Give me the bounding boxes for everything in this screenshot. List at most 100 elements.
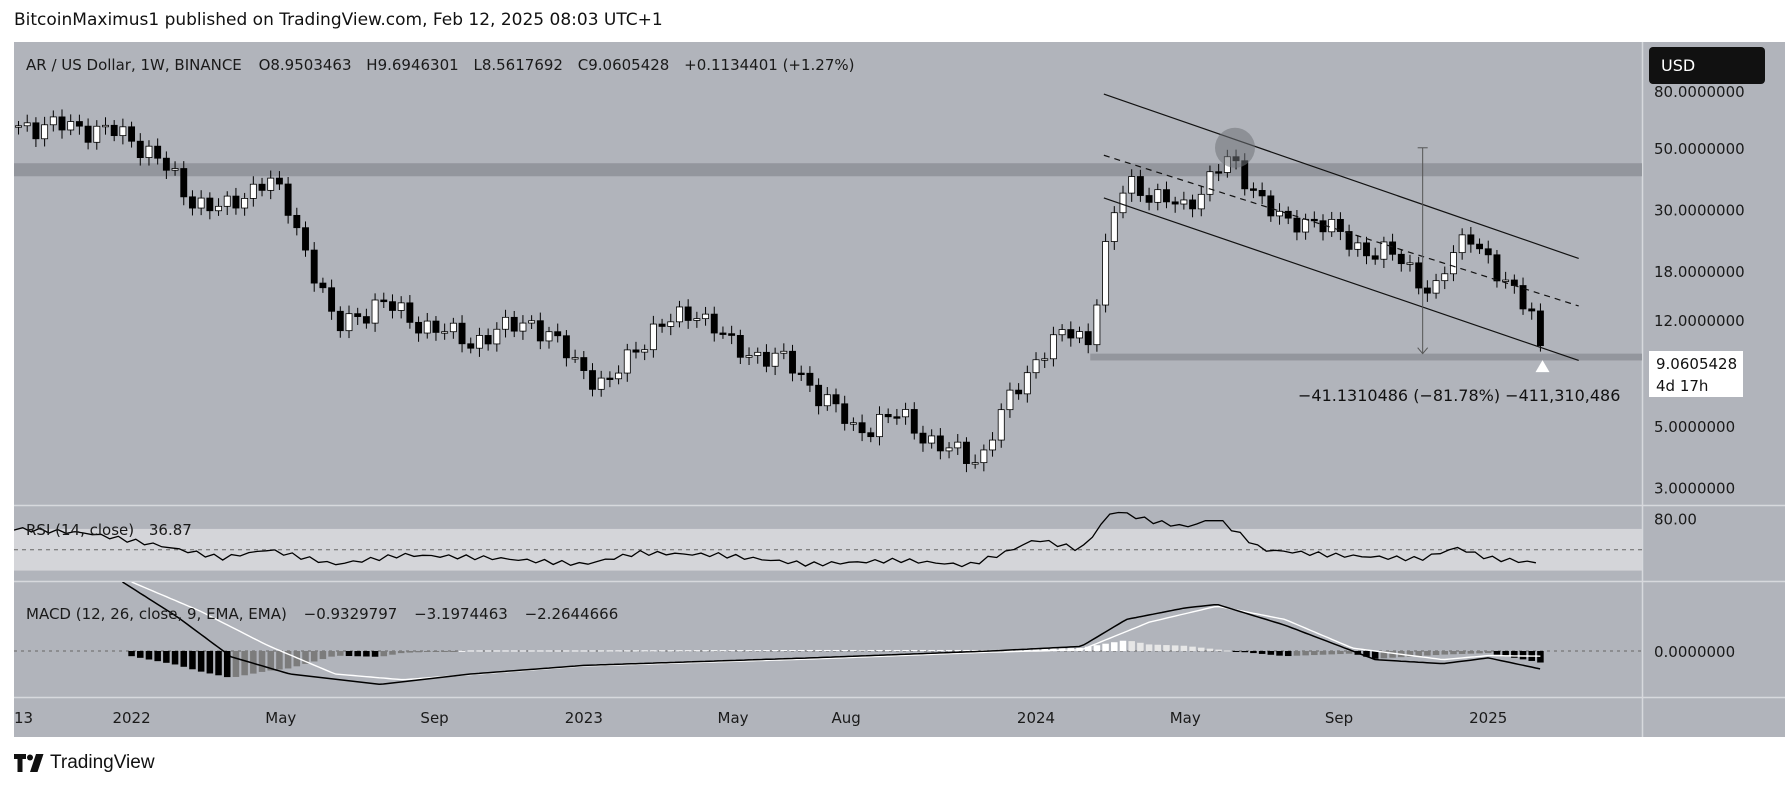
macd-histogram-bar [728, 650, 735, 652]
candle-down [762, 351, 770, 367]
last-price-value: 9.0605428 [1656, 355, 1737, 373]
time-axis-label: 2023 [565, 709, 603, 727]
macd-histogram-bar [1224, 650, 1231, 652]
macd-histogram-bar [328, 651, 335, 657]
candle-up [1049, 334, 1057, 360]
tradingview-brand-text: TradingView [50, 752, 155, 773]
price-axis-label: 80.0000000 [1654, 83, 1745, 101]
macd-histogram-bar [1111, 642, 1118, 651]
candle-down [275, 177, 283, 185]
macd-histogram-bar [1476, 651, 1483, 654]
candle-up [1197, 193, 1205, 210]
candle-down [136, 140, 144, 158]
macd-histogram-bar [1163, 645, 1170, 651]
macd-histogram-bar [1102, 643, 1109, 651]
candle-up [449, 322, 457, 333]
candle-down [789, 350, 796, 374]
candle-up [145, 145, 153, 158]
macd-histogram-bar [1093, 645, 1101, 651]
macd-histogram-bar [441, 651, 448, 652]
macd-histogram-bar [754, 650, 761, 652]
macd-histogram-bar [276, 651, 283, 670]
last-price-marker [1535, 360, 1550, 373]
macd-histogram-bar [1328, 651, 1335, 655]
macd-histogram-bar [258, 651, 266, 672]
candle-up [667, 321, 675, 327]
candle-down [1249, 188, 1257, 191]
high-label: H [366, 56, 377, 74]
candle-down [328, 287, 336, 312]
macd-histogram-bar [145, 651, 153, 660]
attribution-text: BitcoinMaximus1 published on TradingView… [14, 10, 663, 30]
currency-label: USD [1661, 56, 1695, 75]
macd-histogram-bar [397, 651, 405, 654]
candle-up [649, 323, 657, 351]
candle-down [1484, 248, 1492, 256]
open-label: O [259, 56, 271, 74]
candle-up [615, 372, 623, 380]
macd-histogram-bar [1154, 644, 1162, 651]
macd-histogram-bar [563, 650, 570, 652]
candle-down [84, 125, 92, 143]
candle-down [858, 422, 866, 434]
macd-histogram-bar [832, 649, 840, 651]
macd-histogram-bar [963, 649, 970, 651]
candle-up [223, 195, 231, 207]
macd-histogram-bar [1380, 651, 1388, 659]
candle-down [354, 313, 362, 317]
macd-histogram-bar [658, 650, 666, 652]
macd-histogram-bar [519, 650, 527, 652]
candle-up [1441, 273, 1449, 282]
macd-histogram-bar [771, 650, 779, 652]
candle-up [1093, 304, 1101, 346]
macd-histogram-bar [1232, 651, 1240, 652]
macd-pane[interactable] [14, 582, 1642, 697]
channel-lower-line[interactable] [1103, 197, 1579, 362]
candle-up [102, 124, 109, 128]
channel-upper-line[interactable] [1103, 93, 1579, 260]
macd-legend: MACD (12, 26, close, 9, EMA, EMA) −0.932… [26, 605, 618, 623]
currency-button[interactable]: USD [1649, 47, 1765, 84]
macd-histogram-bar [841, 649, 848, 651]
candle-up [119, 126, 127, 137]
macd-histogram-bar [510, 650, 518, 652]
candle-down [710, 313, 718, 334]
candle-up [1328, 218, 1336, 233]
macd-histogram-bar [1293, 651, 1301, 656]
circle-annotation[interactable] [1215, 127, 1255, 168]
open-value: 8.9503463 [270, 56, 351, 74]
candle-up [371, 299, 379, 324]
macd-histogram-bar [537, 650, 544, 652]
candle-down [432, 320, 440, 333]
rsi-legend: RSI (14, close) 36.87 [26, 521, 192, 539]
macd-histogram-bar [1424, 651, 1431, 656]
macd-histogram-bar [310, 651, 318, 662]
candle-up [1110, 212, 1118, 242]
macd-histogram-bar [1484, 651, 1492, 654]
time-axis[interactable] [14, 697, 1642, 737]
macd-histogram-bar [1024, 649, 1031, 651]
time-axis-label: 2025 [1469, 709, 1507, 727]
candle-up [502, 316, 509, 330]
macd-histogram-bar [502, 650, 509, 652]
candle-down [1510, 279, 1518, 286]
price-pane[interactable] [14, 42, 1642, 505]
candle-down [606, 377, 614, 380]
time-axis-label: 2024 [1017, 709, 1055, 727]
macd-axis-label: 0.0000000 [1654, 643, 1735, 661]
macd-histogram-bar [1041, 648, 1048, 651]
candle-up [849, 422, 857, 425]
macd-histogram-bar [1406, 651, 1414, 657]
macd-histogram-bar [484, 650, 492, 652]
candle-up [693, 318, 701, 321]
macd-histogram-bar [980, 649, 988, 651]
candle-up [1128, 176, 1136, 194]
tradingview-brand[interactable]: TradingView [14, 752, 155, 774]
macd-histogram-bar [424, 651, 431, 652]
candle-down [389, 301, 396, 311]
macd-histogram-bar [293, 651, 301, 667]
histogram-value: −2.2644666 [525, 605, 619, 623]
candle-up [954, 441, 962, 449]
candle-up [215, 205, 222, 212]
